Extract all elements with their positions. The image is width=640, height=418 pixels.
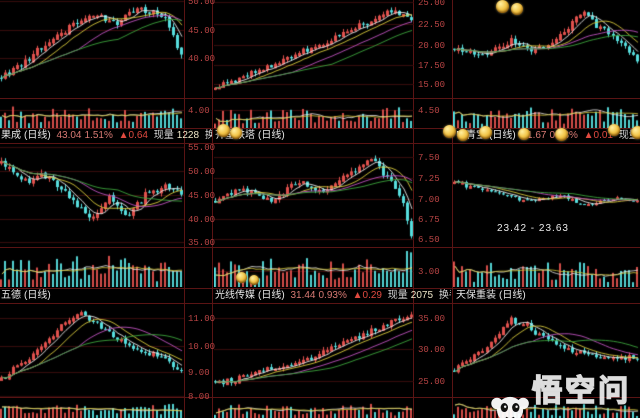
axis-label: 4.50 (418, 106, 440, 116)
axis-label: 7.25 (418, 174, 440, 184)
axis-label: 25.00 (418, 377, 446, 387)
volume-value: 1228 (176, 130, 200, 141)
chart-titlebar-bottom-right[interactable]: 天保重装 (日线) (456, 289, 640, 303)
turnover-label: 换手 (204, 130, 212, 141)
period-label: (日线) (258, 290, 285, 301)
candlestick-canvas-top-left[interactable] (0, 0, 184, 128)
axis-label: 35.00 (418, 314, 446, 324)
gold-coin-icon (479, 126, 492, 139)
axis-label: 35.00 (188, 238, 216, 248)
candlestick-canvas-bottom-left[interactable] (0, 305, 184, 418)
axis-label: 45.00 (188, 26, 216, 36)
volume-value: 2075 (410, 290, 434, 301)
candlestick-canvas-top-right[interactable] (453, 0, 640, 128)
gold-coin-icon (443, 125, 456, 138)
axis-label: 7.00 (418, 195, 440, 205)
watermark-text: 悟空问答 (531, 373, 632, 418)
watermark: 悟空问答 (488, 366, 640, 418)
axis-label: 8.00 (188, 392, 210, 402)
period-label: (日线) (489, 130, 516, 141)
price-range-label: 23.42 - 23.63 (497, 223, 569, 234)
gold-coin-icon (555, 128, 568, 141)
axis-label: 45.00 (188, 191, 216, 201)
gold-coin-icon (457, 129, 469, 141)
axis-label: 40.00 (188, 54, 216, 64)
period-label: (日线) (258, 130, 285, 141)
volume-label: 现量 (387, 290, 408, 301)
gold-coin-icon (217, 124, 230, 137)
gold-coin-icon (631, 126, 640, 139)
axis-label: 30.00 (418, 345, 446, 355)
axis-label: 17.50 (418, 61, 446, 71)
axis-label: 50.00 (188, 0, 216, 7)
period-label: (日线) (24, 290, 51, 301)
panel-divider-horizontal (0, 303, 640, 304)
gold-coin-icon (518, 128, 530, 140)
change-percent: 0.93% (318, 290, 347, 301)
stock-name: 五德 (1, 290, 21, 301)
stock-name: 光线传媒 (215, 290, 255, 301)
change-value: ▲0.64 (118, 130, 148, 141)
titlebar-row-bottom: 五德 (日线) 光线传媒 (日线) 31.44 0.93% ▲0.29 现量 2075 … (0, 289, 640, 303)
axis-label: 3.00 (418, 267, 440, 277)
price-value: 43.04 (56, 130, 82, 141)
change-percent: 1.51% (84, 130, 113, 141)
axis-label: 40.00 (188, 215, 216, 225)
gold-coin-icon (230, 127, 242, 139)
change-value: ▲0.01 (583, 130, 613, 141)
axis-label: 11.00 (188, 314, 216, 324)
candlestick-canvas-middle-middle[interactable] (214, 145, 414, 287)
monkey-logo-icon (491, 396, 529, 418)
period-label: (日线) (499, 290, 526, 301)
axis-label: 50.00 (188, 167, 216, 177)
stock-name: 天保重装 (456, 290, 496, 301)
candlestick-canvas-bottom-right[interactable] (453, 305, 640, 418)
axis-label: 22.50 (418, 20, 446, 30)
panel-divider-horizontal (0, 143, 640, 144)
axis-label: 15.00 (418, 80, 446, 90)
axis-label: 4.00 (188, 106, 210, 116)
volume-label: 现量 (153, 130, 174, 141)
axis-label: 55.00 (188, 143, 216, 153)
change-value: ▲0.29 (352, 290, 382, 301)
chart-titlebar-bottom-left[interactable]: 五德 (日线) (1, 289, 212, 303)
axis-label: 7.50 (418, 153, 440, 163)
axis-label: 25.00 (418, 0, 446, 8)
axis-label: 6.50 (418, 235, 440, 245)
candlestick-canvas-middle-right[interactable] (453, 145, 640, 287)
price-value: 31.67 (521, 130, 547, 141)
period-label: (日线) (24, 130, 51, 141)
panel-divider-vertical (212, 0, 213, 418)
price-value: 31.44 (290, 290, 316, 301)
axis-label: 9.00 (188, 368, 210, 378)
chart-titlebar-middle-middle[interactable]: 齐星铁塔(日线) (215, 129, 451, 143)
candlestick-canvas-top-middle[interactable] (214, 0, 414, 128)
gold-coin-icon (496, 0, 509, 13)
axis-label: 20.00 (418, 41, 446, 51)
candlestick-canvas-middle-left[interactable] (0, 145, 184, 287)
panel-divider-vertical (452, 0, 453, 418)
candlestick-canvas-bottom-middle[interactable] (214, 305, 414, 418)
gold-coin-icon (236, 272, 247, 283)
gold-coin-icon (608, 124, 620, 136)
axis-label: 6.75 (418, 215, 440, 225)
stock-name: 果成 (1, 130, 21, 141)
stock-name: 中青宝 (456, 130, 486, 141)
panel-divider-horizontal (0, 128, 640, 129)
turnover-label: 换手 (438, 290, 451, 301)
gold-coin-icon (249, 275, 259, 285)
gold-coin-icon (511, 3, 523, 15)
volume-label: 现量 (618, 130, 639, 141)
panel-divider-vertical (184, 0, 185, 418)
axis-label: 10.00 (188, 342, 216, 352)
panel-divider-horizontal (0, 288, 640, 289)
